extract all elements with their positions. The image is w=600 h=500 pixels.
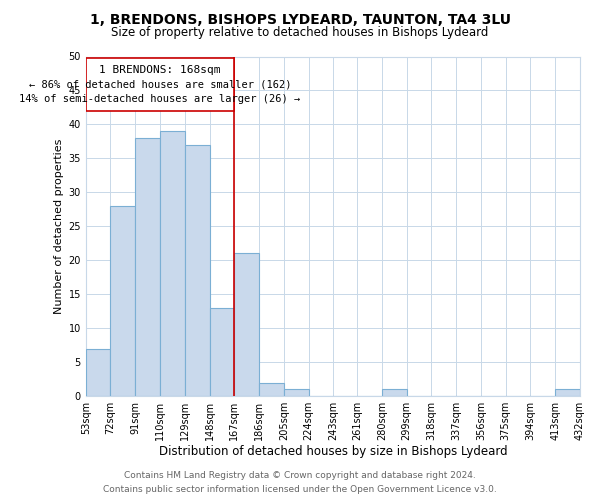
Bar xyxy=(209,308,235,396)
X-axis label: Distribution of detached houses by size in Bishops Lydeard: Distribution of detached houses by size … xyxy=(158,444,507,458)
Bar xyxy=(110,206,135,396)
Text: Size of property relative to detached houses in Bishops Lydeard: Size of property relative to detached ho… xyxy=(112,26,488,39)
Y-axis label: Number of detached properties: Number of detached properties xyxy=(54,138,64,314)
Text: 1 BRENDONS: 168sqm: 1 BRENDONS: 168sqm xyxy=(99,64,221,74)
Bar xyxy=(185,145,209,396)
Text: 14% of semi-detached houses are larger (26) →: 14% of semi-detached houses are larger (… xyxy=(19,94,301,104)
Bar xyxy=(259,382,284,396)
Bar xyxy=(160,131,185,396)
Bar xyxy=(382,390,407,396)
Text: Contains HM Land Registry data © Crown copyright and database right 2024.
Contai: Contains HM Land Registry data © Crown c… xyxy=(103,472,497,494)
Text: ← 86% of detached houses are smaller (162): ← 86% of detached houses are smaller (16… xyxy=(29,80,291,90)
Bar xyxy=(555,390,580,396)
Bar xyxy=(284,390,309,396)
Bar xyxy=(235,254,259,396)
Bar xyxy=(135,138,160,396)
Text: 1, BRENDONS, BISHOPS LYDEARD, TAUNTON, TA4 3LU: 1, BRENDONS, BISHOPS LYDEARD, TAUNTON, T… xyxy=(89,12,511,26)
Bar xyxy=(86,348,110,396)
Bar xyxy=(86,58,235,111)
